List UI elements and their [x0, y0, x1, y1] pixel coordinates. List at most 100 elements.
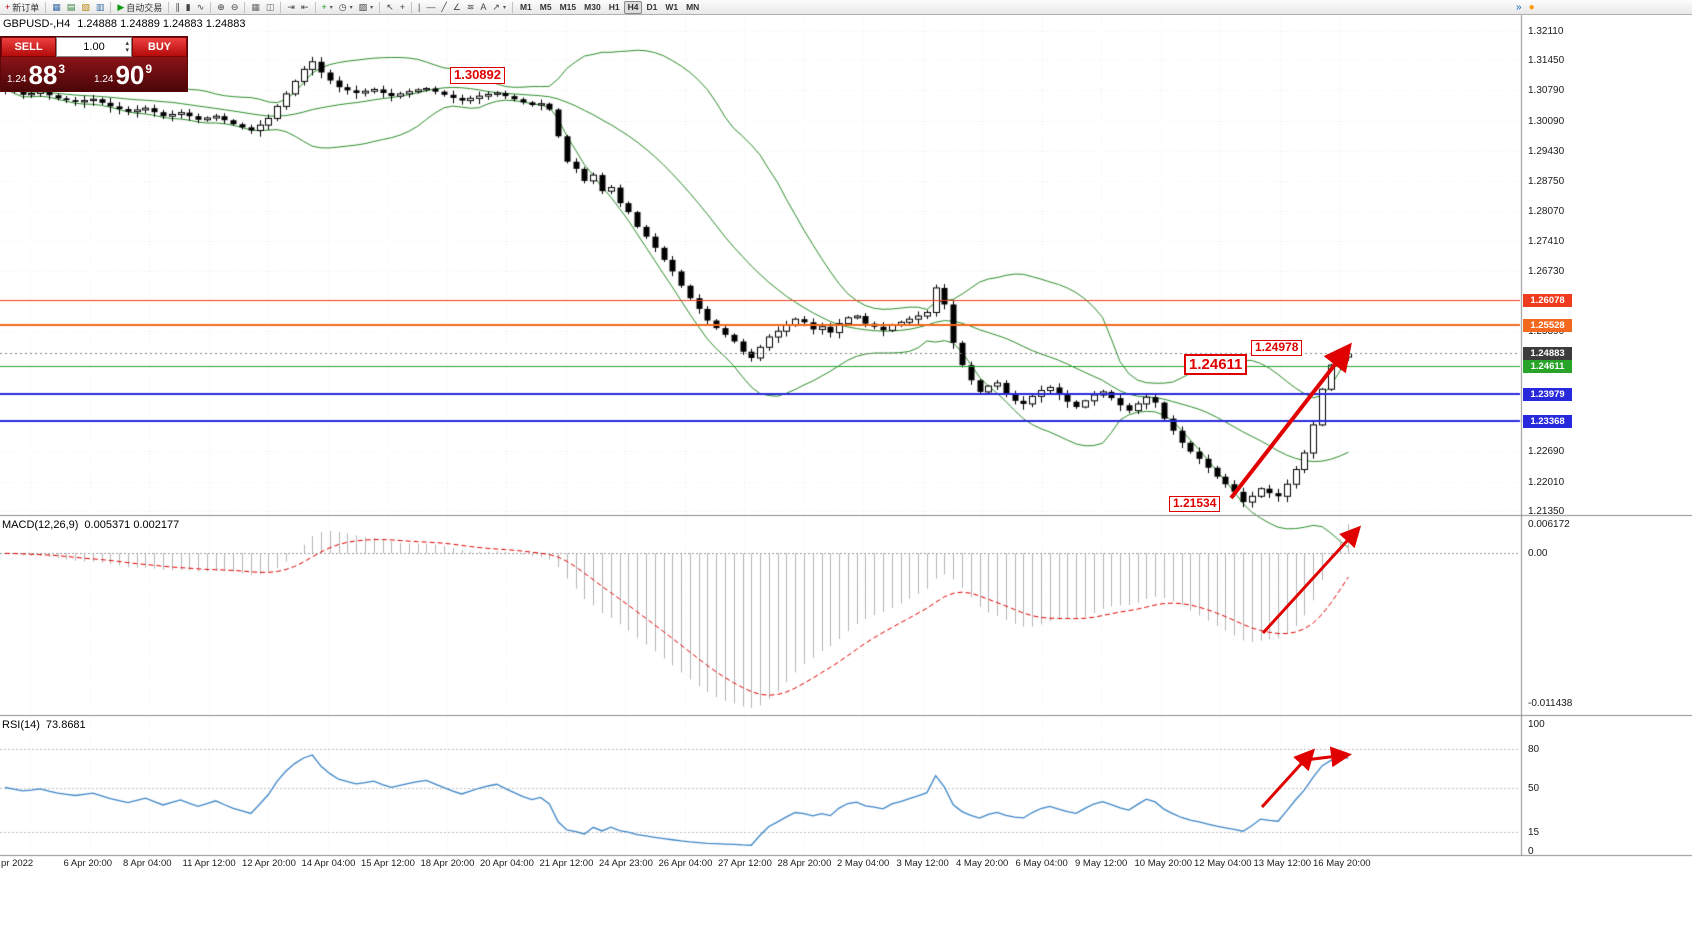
- text-button[interactable]: A: [477, 1, 489, 14]
- volume-spinner[interactable]: ▴ ▾: [125, 40, 129, 54]
- notification-icon[interactable]: ●: [1528, 2, 1535, 13]
- time-axis-label: 18 Apr 20:00: [420, 858, 475, 869]
- price-tick: 1.22010: [1528, 476, 1565, 488]
- charts-button[interactable]: ▦: [49, 1, 64, 14]
- templates-button[interactable]: ▨ ▾: [356, 1, 377, 14]
- toolbar: + 新订单 ▦ ▤ ▧ ▥ ▶ 自动交易 ∥ ▮ ∿ ⊕ ⊖ ▦ ◫ ⇥ ⇤ + ▾ ◷ ▾ ▨ ▾ ↖ + | — ╱ ∠ ≋ A ↗ ▾ M1…: [0, 0, 1692, 15]
- time-axis-label: pr 2022: [1, 858, 34, 869]
- indicators-icon: +: [321, 1, 327, 12]
- timeframe-mn-button[interactable]: MN: [686, 2, 700, 12]
- trendline-button[interactable]: ╱: [438, 1, 449, 14]
- buy-price-pip: 9: [145, 62, 153, 76]
- price-tag-124611[interactable]: 1.24611: [1184, 354, 1248, 376]
- timeframe-m30-button[interactable]: M30: [584, 2, 601, 12]
- toolbar-separator: [244, 1, 246, 13]
- volume-value: 1.00: [83, 41, 105, 53]
- timeframe-m15-button[interactable]: M15: [559, 2, 577, 12]
- scroll-to-end-icon[interactable]: »: [1516, 2, 1522, 13]
- candlestick-chart-button[interactable]: ▮: [183, 1, 194, 14]
- autotrading-button-label: 自动交易: [126, 2, 163, 13]
- navigator-button[interactable]: ▧: [78, 1, 93, 14]
- level-price-box: 1.25528: [1523, 318, 1572, 332]
- arrows-button[interactable]: ↗ ▾: [489, 1, 509, 14]
- new-order-button[interactable]: + 新订单: [2, 1, 42, 14]
- periods-icon: ◷: [338, 1, 347, 12]
- timeframe-m5-button[interactable]: M5: [539, 2, 552, 12]
- tile-windows-button[interactable]: ▦: [248, 1, 263, 14]
- timeframe-h1-button[interactable]: H1: [608, 2, 620, 12]
- zoom-in-button[interactable]: ⊕: [214, 1, 228, 14]
- chart-title: GBPUSD-,H4 1.24888 1.24889 1.24883 1.2488…: [3, 18, 252, 30]
- cascade-windows-button[interactable]: ◫: [263, 1, 278, 14]
- price-tag-124978[interactable]: 1.24978: [1251, 340, 1303, 356]
- rsi-axis-label: 80: [1528, 744, 1540, 756]
- price-tick: 1.28070: [1528, 206, 1565, 218]
- horizontal-line-button[interactable]: —: [423, 1, 438, 14]
- sell-button[interactable]: SELL: [1, 37, 56, 57]
- time-axis-label: 12 Apr 20:00: [242, 858, 296, 869]
- time-axis-label: 8 Apr 04:00: [123, 858, 172, 869]
- time-axis-label: 26 Apr 04:00: [658, 858, 713, 869]
- price-tag-121534[interactable]: 1.21534: [1169, 496, 1221, 512]
- buy-button[interactable]: BUY: [132, 37, 187, 57]
- arrows-button-dropdown-icon[interactable]: ▾: [502, 4, 506, 11]
- candlestick-chart-icon: ▮: [185, 1, 191, 12]
- rsi-axis-label: 50: [1528, 782, 1540, 794]
- chart-shift-button[interactable]: ⇤: [298, 1, 312, 14]
- buy-price[interactable]: 1.24 90 9: [94, 58, 181, 90]
- arrow-object-icon: ↗: [492, 1, 500, 12]
- market-watch-button[interactable]: ▤: [64, 1, 79, 14]
- toolbar-separator: [379, 1, 381, 13]
- time-axis-label: 6 Apr 20:00: [63, 858, 113, 869]
- trendline-icon: ╱: [441, 1, 447, 12]
- price-tick: 1.26730: [1528, 266, 1565, 277]
- channel-button[interactable]: ∠: [450, 1, 464, 14]
- indicators-button-dropdown-icon[interactable]: ▾: [329, 4, 333, 11]
- timeframe-w1-button[interactable]: W1: [665, 2, 679, 12]
- crosshair-button[interactable]: +: [397, 1, 408, 14]
- time-axis-label: 6 May 04:00: [1015, 858, 1068, 869]
- fibonacci-button[interactable]: ≋: [464, 1, 478, 14]
- timeframe-d1-button[interactable]: D1: [646, 2, 658, 12]
- price-tick: 1.30090: [1528, 116, 1565, 128]
- tile-windows-icon: ▦: [251, 1, 260, 12]
- bar-chart-button[interactable]: ∥: [172, 1, 183, 14]
- toolbar-separator: [168, 1, 170, 13]
- auto-scroll-button[interactable]: ⇥: [284, 1, 298, 14]
- price-tag-130892[interactable]: 1.30892: [450, 67, 505, 84]
- time-axis-label: 2 May 04:00: [837, 858, 890, 869]
- sell-price[interactable]: 1.24 88 3: [7, 58, 94, 90]
- text-icon: A: [480, 1, 487, 12]
- line-chart-icon: ∿: [196, 1, 205, 12]
- terminal-button[interactable]: ▥: [93, 1, 108, 14]
- zoom-out-button[interactable]: ⊖: [228, 1, 242, 14]
- volume-up-icon[interactable]: ▴: [125, 40, 129, 47]
- level-price-box: 1.23979: [1523, 387, 1572, 401]
- autotrading-button[interactable]: ▶ 自动交易: [114, 1, 165, 14]
- vertical-line-button[interactable]: |: [415, 1, 423, 14]
- rsi-axis-label: 15: [1528, 826, 1540, 838]
- timeframe-m1-button[interactable]: M1: [519, 2, 532, 12]
- autotrading-icon: ▶: [117, 1, 125, 12]
- periods-button-dropdown-icon[interactable]: ▾: [349, 4, 353, 11]
- channel-icon: ∠: [452, 1, 461, 12]
- templates-button-dropdown-icon[interactable]: ▾: [370, 4, 374, 11]
- cursor-button[interactable]: ↖: [383, 1, 397, 14]
- line-chart-button[interactable]: ∿: [194, 1, 208, 14]
- crosshair-icon: +: [399, 1, 405, 12]
- periods-button[interactable]: ◷ ▾: [336, 1, 356, 14]
- navigator-icon: ▧: [81, 1, 90, 12]
- timeframe-h4-button[interactable]: H4: [623, 0, 643, 14]
- market-watch-icon: ▤: [66, 1, 76, 12]
- volume-down-icon[interactable]: ▾: [125, 47, 129, 54]
- toolbar-right-icons: » ●: [1516, 1, 1535, 14]
- time-axis-label: 3 May 12:00: [896, 858, 949, 869]
- toolbar-separator: [314, 1, 316, 13]
- time-axis-label: 11 Apr 12:00: [182, 858, 236, 869]
- indicators-button[interactable]: + ▾: [319, 1, 336, 14]
- new-order-button-label: 新订单: [12, 2, 40, 13]
- volume-input[interactable]: 1.00 ▴ ▾: [56, 37, 132, 57]
- sell-price-prefix: 1.24: [7, 74, 27, 85]
- price-tick: 1.27410: [1528, 235, 1565, 247]
